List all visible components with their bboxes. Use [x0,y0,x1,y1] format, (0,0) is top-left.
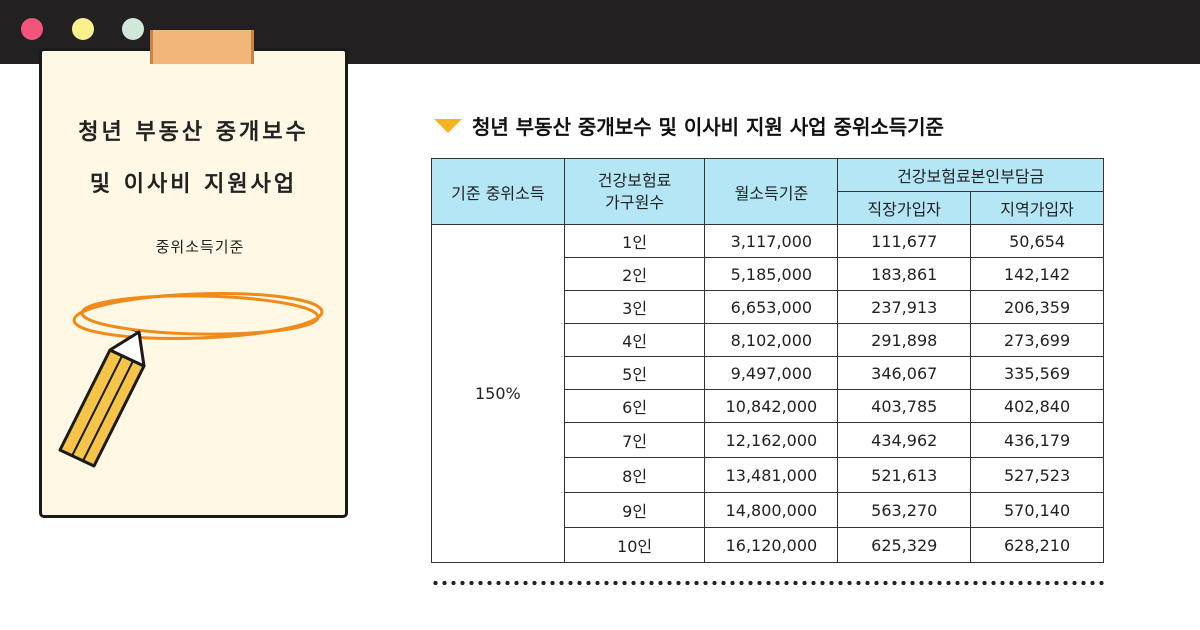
table-row: 7인 12,162,000 434,962 436,179 [432,422,1104,458]
table-row: 9인 14,800,000 563,270 570,140 [432,492,1104,528]
dotted-divider [431,580,1107,586]
employee-cell: 563,270 [837,492,972,528]
household-cell: 8인 [563,457,706,493]
regional-cell: 273,699 [970,323,1104,357]
heading-title: 청년 부동산 중개보수 및 이사비 지원 사업 중위소득기준 [472,114,944,139]
table-row: 10인 16,120,000 625,329 628,210 [432,527,1104,563]
table-row: 150% 1인 3,117,000 111,677 50,654 [431,224,1104,563]
household-cell: 2인 [563,257,706,291]
employee-cell: 625,329 [837,527,972,563]
monthly-cell: 14,800,000 [704,492,839,528]
pencil-and-circle-illustration [58,292,324,468]
table-row: 8인 13,481,000 521,613 527,523 [432,457,1104,493]
median-income-table: 기준 중위소득 건강보험료 가구원수 월소득기준 건강보험료본인부담금 직장가입… [431,158,1104,563]
header-regional: 지역가입자 [970,191,1104,225]
paper-title-line1: 청년 부동산 중개보수 [78,120,309,145]
employee-cell: 183,861 [837,257,972,291]
household-cell: 9인 [563,492,706,528]
header-household: 건강보험료 가구원수 [563,158,706,225]
regional-cell: 436,179 [970,422,1104,458]
header-contribution: 건강보험료본인부담금 [837,158,1104,192]
monthly-cell: 13,481,000 [704,457,839,493]
section-heading: 청년 부동산 중개보수 및 이사비 지원 사업 중위소득기준 [432,110,944,140]
household-cell: 6인 [563,389,706,423]
median-value-cell: 150% [431,224,565,563]
regional-cell: 50,654 [970,224,1104,258]
table-row: 2인 5,185,000 183,861 142,142 [432,257,1104,291]
employee-cell: 521,613 [837,457,972,493]
employee-cell: 434,962 [837,422,972,458]
close-window-button[interactable] [21,18,43,40]
regional-cell: 402,840 [970,389,1104,423]
header-employee: 직장가입자 [837,191,972,225]
employee-cell: 237,913 [837,290,972,324]
tape-icon [150,30,254,64]
regional-cell: 527,523 [970,457,1104,493]
monthly-cell: 8,102,000 [704,323,839,357]
header-monthly: 월소득기준 [704,158,839,225]
header-median: 기준 중위소득 [431,158,565,225]
employee-cell: 346,067 [837,356,972,390]
household-cell: 4인 [563,323,706,357]
minimize-window-button[interactable] [72,18,94,40]
monthly-cell: 5,185,000 [704,257,839,291]
employee-cell: 111,677 [837,224,972,258]
table-row: 4인 8,102,000 291,898 273,699 [432,323,1104,357]
pencil-icon [58,330,146,468]
monthly-cell: 16,120,000 [704,527,839,563]
circle-label: 중위소득기준 [155,238,245,256]
household-cell: 5인 [563,356,706,390]
regional-cell: 206,359 [970,290,1104,324]
household-cell: 10인 [563,527,706,563]
employee-cell: 403,785 [837,389,972,423]
monthly-cell: 10,842,000 [704,389,839,423]
table-row: 3인 6,653,000 237,913 206,359 [432,290,1104,324]
monthly-cell: 3,117,000 [704,224,839,258]
monthly-cell: 9,497,000 [704,356,839,390]
triangle-down-icon [434,119,462,133]
maximize-window-button[interactable] [122,18,144,40]
monthly-cell: 6,653,000 [704,290,839,324]
table-row: 6인 10,842,000 403,785 402,840 [432,389,1104,423]
circle-highlight-icon [72,292,324,340]
regional-cell: 628,210 [970,527,1104,563]
monthly-cell: 12,162,000 [704,422,839,458]
regional-cell: 142,142 [970,257,1104,291]
employee-cell: 291,898 [837,323,972,357]
household-cell: 1인 [563,224,706,258]
regional-cell: 570,140 [970,492,1104,528]
regional-cell: 335,569 [970,356,1104,390]
household-cell: 7인 [563,422,706,458]
table-body: 150% 1인 3,117,000 111,677 50,654 2인 5,185,000 1… [431,224,1104,563]
household-cell: 3인 [563,290,706,324]
table-row: 5인 9,497,000 346,067 335,569 [432,356,1104,390]
paper-title-line2: 및 이사비 지원사업 [89,172,298,197]
